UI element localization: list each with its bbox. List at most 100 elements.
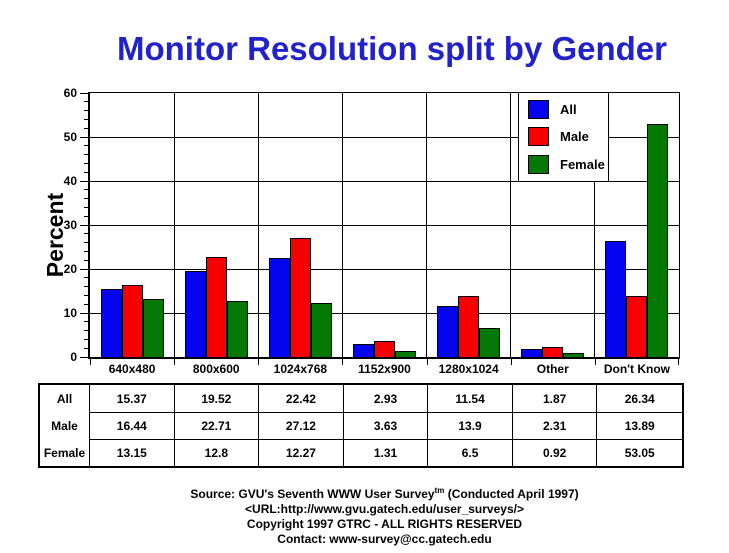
y-tick-major-20 <box>80 268 88 270</box>
bar-female-other <box>563 352 585 357</box>
footer-contact-line: Contact: www-survey@cc.gatech.edu <box>277 532 492 546</box>
category-label: 1024x768 <box>273 362 328 376</box>
x-tick <box>510 359 512 365</box>
legend-label: Male <box>560 129 589 145</box>
table-cell: 15.37 <box>90 385 175 412</box>
y-tick-label-0: 0 <box>70 350 77 364</box>
bar-all-800x600 <box>184 271 206 357</box>
bar-female-don-t-know <box>647 123 669 357</box>
y-tick-minor-2 <box>84 347 88 349</box>
table-cell: 6.5 <box>428 439 513 466</box>
table-cell: 13.89 <box>597 412 682 439</box>
y-tick-major-50 <box>80 136 88 138</box>
gridline-40 <box>90 180 679 182</box>
category-separator <box>257 93 259 357</box>
y-tick-minor-32 <box>84 215 88 217</box>
bar-male-1152x900 <box>374 341 395 357</box>
gridline-30 <box>90 224 679 226</box>
trademark-sup: tm <box>434 486 445 495</box>
bar-male-other <box>542 346 564 357</box>
table-cell: 12.27 <box>259 439 344 466</box>
bar-male-640x480 <box>121 284 143 357</box>
gridline-10 <box>90 312 679 314</box>
y-tick-minor-54 <box>84 118 88 120</box>
data-table: All 15.37 19.52 22.42 2.93 11.54 1.87 26.34 Male… <box>38 383 684 468</box>
y-tick-minor-44 <box>84 162 88 164</box>
bar-male-don-t-know <box>626 295 648 357</box>
bar-all-don-t-know <box>605 241 627 357</box>
y-tick-major-30 <box>80 224 88 226</box>
y-axis-label: Percent <box>42 192 68 278</box>
bar-male-1280x1024 <box>458 295 480 357</box>
x-tick <box>90 359 91 365</box>
table-cell: 12.8 <box>174 439 260 466</box>
y-tick-minor-4 <box>84 338 88 340</box>
legend-item-all: All <box>528 100 608 120</box>
category-label: 800x600 <box>192 362 240 376</box>
table-row-label: Male <box>40 412 90 439</box>
legend-swatch-all <box>528 100 549 120</box>
gridline-20 <box>90 268 679 270</box>
gridline-50 <box>90 136 679 138</box>
table-cell: 1.31 <box>343 439 429 466</box>
category-separator <box>594 93 596 357</box>
y-tick-label-30: 30 <box>63 218 77 232</box>
bar-all-1280x1024 <box>437 306 459 357</box>
y-tick-minor-34 <box>84 206 88 208</box>
y-tick-minor-24 <box>84 250 88 252</box>
y-tick-minor-42 <box>84 171 88 173</box>
y-tick-minor-8 <box>84 321 88 323</box>
footer-url-line: <URL:http://www.gvu.gatech.edu/user_surv… <box>245 502 524 516</box>
category-separator <box>341 93 343 357</box>
category-separator <box>510 93 512 357</box>
bar-all-640x480 <box>100 289 122 357</box>
y-tick-label-40: 40 <box>63 174 77 188</box>
y-tick-minor-36 <box>84 198 88 200</box>
y-tick-minor-28 <box>84 233 88 235</box>
bar-female-640x480 <box>142 299 164 357</box>
y-tick-label-10: 10 <box>63 306 77 320</box>
bar-all-1152x900 <box>353 344 374 357</box>
table-cell: 2.93 <box>344 385 429 412</box>
y-tick-label-50: 50 <box>63 130 77 144</box>
legend-label: All <box>560 102 577 118</box>
x-tick <box>426 359 428 365</box>
page-title: Monitor Resolution split by Gender <box>116 30 667 67</box>
y-tick-minor-52 <box>84 127 88 129</box>
table-cell: 0.92 <box>512 439 598 466</box>
y-tick-minor-46 <box>84 154 88 156</box>
y-tick-minor-22 <box>84 259 88 261</box>
x-tick <box>678 359 679 365</box>
y-tick-label-20: 20 <box>63 262 77 276</box>
legend-item-female: Female <box>528 154 608 174</box>
table-cell: 1.87 <box>513 385 598 412</box>
legend: All Male Female <box>518 92 609 182</box>
bar-female-1024x768 <box>310 303 332 357</box>
table-cell: 11.54 <box>428 385 513 412</box>
table-row-label: Female <box>40 439 90 466</box>
x-axis-category-labels: 640x480 800x600 1024x768 1152x900 1280x1024 O… <box>90 362 679 378</box>
y-tick-minor-14 <box>84 294 88 296</box>
y-tick-major-60 <box>80 92 88 94</box>
category-label: 640x480 <box>108 362 156 376</box>
bar-all-1024x768 <box>268 258 290 357</box>
x-tick <box>258 359 260 365</box>
y-tick-major-40 <box>80 180 88 182</box>
y-tick-minor-12 <box>84 303 88 305</box>
footer-copyright-line: Copyright 1997 GTRC - ALL RIGHTS RESERVE… <box>246 517 523 531</box>
category-label: 1280x1024 <box>438 362 499 376</box>
table-cell: 13.9 <box>428 412 513 439</box>
table-cell: 22.71 <box>174 412 260 439</box>
y-tick-minor-58 <box>84 101 88 103</box>
y-tick-minor-56 <box>84 110 88 112</box>
category-label: Other <box>536 362 569 376</box>
table-cell: 27.12 <box>259 412 344 439</box>
bar-female-800x600 <box>226 300 248 357</box>
y-tick-minor-18 <box>84 277 88 279</box>
table-cell: 3.63 <box>343 412 429 439</box>
category-separator <box>173 93 175 357</box>
y-tick-major-0 <box>80 356 88 358</box>
category-separator <box>426 93 428 357</box>
category-label: 1152x900 <box>358 362 411 376</box>
